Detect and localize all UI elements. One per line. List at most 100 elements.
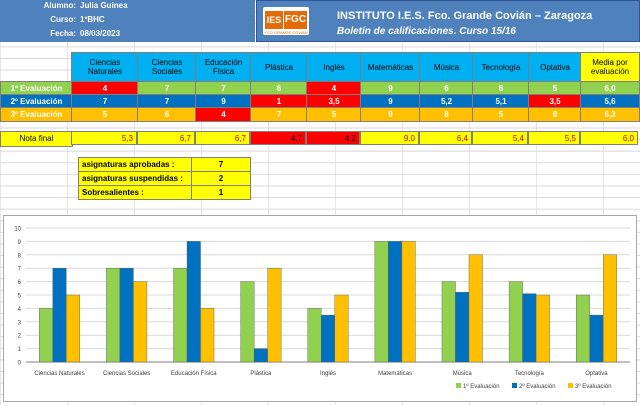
bar-2-evaluacion — [388, 241, 403, 363]
y-tick-label: 4 — [18, 307, 22, 313]
bar-1-evaluacion — [39, 308, 54, 363]
x-tick-label: Matemáticas — [378, 371, 412, 377]
bar-3-evaluacion — [334, 294, 349, 363]
bar-1-evaluacion — [106, 268, 121, 363]
bar-3-evaluacion — [66, 294, 81, 363]
alumno-value[interactable]: Julia Guinea — [80, 1, 128, 10]
grade-cell[interactable]: 8 — [419, 107, 474, 122]
y-tick-label: 2 — [18, 334, 22, 340]
alumno-row: Alumno: Julia Guinea — [0, 1, 255, 15]
curso-value[interactable]: 1ºBHC — [80, 15, 105, 24]
logo-ies-text: IES — [265, 11, 283, 29]
bar-1-evaluacion — [575, 294, 590, 363]
report-subtitle: Boletín de calificaciones. Curso 15/16 — [337, 26, 516, 37]
bar-3-evaluacion — [602, 254, 617, 363]
subject-header[interactable]: Educación Física — [195, 52, 252, 84]
summary-value[interactable]: 2 — [191, 171, 251, 186]
grade-cell[interactable]: 7 — [250, 107, 308, 122]
curso-row: Curso: 1ºBHC — [0, 15, 255, 29]
alumno-label: Alumno: — [43, 1, 76, 10]
grade-cell[interactable]: 5 — [472, 107, 530, 122]
summary-label[interactable]: asignaturas suspendidas : — [78, 171, 196, 186]
subject-header[interactable]: Plástica — [250, 52, 308, 84]
subject-header[interactable]: Ciencias Sociales — [137, 52, 197, 84]
media-cell[interactable]: 6,3 — [580, 107, 640, 122]
nota-final-cell[interactable]: 5,4 — [472, 131, 528, 145]
nota-final-cell[interactable]: 6,7 — [137, 131, 195, 145]
legend-label: 3º Evaluación — [575, 383, 612, 390]
x-tick-label: Música — [453, 371, 473, 377]
nota-final-cell[interactable]: 5,3 — [71, 131, 137, 145]
y-tick-label: 7 — [18, 267, 22, 273]
bar-2-evaluacion — [589, 314, 604, 363]
subject-header[interactable]: Ciencias Naturales — [71, 52, 139, 84]
nota-final-cell[interactable]: 9,0 — [360, 131, 419, 145]
bar-3-evaluacion — [468, 254, 483, 363]
x-tick-label: Plástica — [250, 371, 272, 377]
x-tick-label: Optativa — [585, 371, 608, 377]
school-banner: IES FGC FCO GRANDE COVIÁN INSTITUTO I.E.… — [256, 0, 640, 42]
grade-cell[interactable]: 5 — [71, 107, 139, 122]
bar-3-evaluacion — [267, 268, 282, 363]
summary-label[interactable]: asignaturas aprobadas : — [78, 157, 196, 172]
nota-final-media[interactable]: 6,0 — [580, 131, 638, 145]
y-tick-label: 8 — [18, 253, 22, 259]
fecha-value[interactable]: 08/03/2023 — [80, 29, 121, 38]
x-tick-label: Inglés — [320, 371, 336, 377]
subject-header[interactable]: Música — [419, 52, 474, 84]
nota-final-cell[interactable]: 6,4 — [419, 131, 472, 145]
bar-3-evaluacion — [401, 241, 416, 363]
summary-value[interactable]: 1 — [191, 185, 251, 200]
legend-label: 2º Evaluación — [519, 383, 556, 390]
fecha-label: Fecha: — [50, 29, 76, 38]
school-title: INSTITUTO I.E.S. Fco. Grande Covián – Za… — [337, 10, 593, 22]
y-tick-label: 10 — [14, 227, 21, 233]
subject-header[interactable]: Tecnología — [472, 52, 530, 84]
y-tick-label: 6 — [18, 280, 22, 286]
fecha-row: Fecha: 08/03/2023 — [0, 29, 255, 43]
x-tick-label: Ciencias Naturales — [34, 371, 84, 377]
summary-value[interactable]: 7 — [191, 157, 251, 172]
x-tick-label: Tecnología — [515, 371, 545, 377]
bar-1-evaluacion — [374, 241, 389, 363]
nota-final-cell[interactable]: 5,5 — [528, 131, 580, 145]
y-tick-label: 9 — [18, 240, 22, 246]
student-info-panel: Alumno: Julia Guinea Curso: 1ºBHC Fecha:… — [0, 0, 255, 42]
summary-label[interactable]: Sobresalientes : — [78, 185, 196, 200]
bar-1-evaluacion — [508, 281, 523, 363]
logo-subtext: FCO GRANDE COVIÁN — [264, 30, 308, 35]
subject-header[interactable]: Inglés — [306, 52, 362, 84]
grade-cell[interactable]: 5 — [306, 107, 362, 122]
subject-header[interactable]: Optativa — [528, 52, 582, 84]
bar-3-evaluacion — [200, 308, 215, 363]
x-tick-label: Educación Física — [171, 371, 217, 377]
nota-final-cell[interactable]: 4,7 — [250, 131, 306, 145]
bar-2-evaluacion — [253, 348, 268, 363]
x-tick-label: Ciencias Sociales — [103, 371, 150, 377]
y-tick-label: 0 — [18, 361, 22, 367]
bar-1-evaluacion — [173, 268, 188, 363]
bar-3-evaluacion — [133, 281, 148, 363]
grade-cell[interactable]: 8 — [528, 107, 582, 122]
grade-cell[interactable]: 4 — [195, 107, 252, 122]
legend-label: 1º Evaluación — [463, 383, 500, 390]
media-header[interactable]: Media por evaluación — [580, 52, 640, 84]
eval-row-label[interactable]: 3º Evaluación — [0, 107, 73, 122]
grade-cell[interactable]: 9 — [360, 107, 421, 122]
bar-1-evaluacion — [441, 281, 456, 363]
logo-fgc-text: FGC — [284, 11, 307, 29]
subject-header[interactable]: Matemáticas — [360, 52, 421, 84]
school-logo: IES FGC FCO GRANDE COVIÁN — [263, 7, 309, 35]
legend-swatch — [456, 383, 461, 388]
grade-cell[interactable]: 6 — [137, 107, 197, 122]
grades-chart: 0 1 2 3 4 5 6 7 8 9 10 Ciencias Naturales Ciencias S… — [3, 215, 637, 402]
bar-3-evaluacion — [535, 294, 550, 363]
bar-2-evaluacion — [522, 293, 537, 363]
y-tick-label: 5 — [18, 294, 22, 300]
bar-1-evaluacion — [307, 308, 322, 363]
nota-final-label[interactable]: Nota final — [0, 131, 73, 147]
legend-swatch — [568, 383, 573, 388]
legend-swatch — [512, 383, 517, 388]
nota-final-cell[interactable]: 6,7 — [195, 131, 250, 145]
nota-final-cell[interactable]: 4,2 — [306, 131, 360, 145]
